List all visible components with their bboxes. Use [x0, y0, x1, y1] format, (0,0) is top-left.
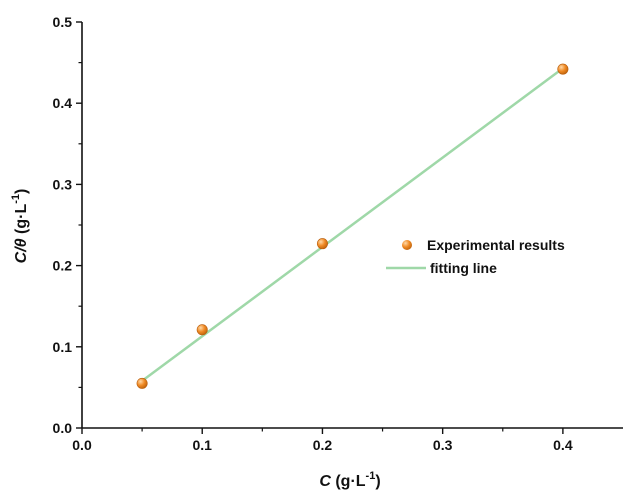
x-tick-label: 0.3: [433, 437, 453, 453]
fitting-line: [141, 67, 564, 382]
y-tick-label: 0.0: [53, 420, 73, 436]
x-axis-ticks: [81, 428, 564, 434]
legend: Experimental results fitting line: [386, 237, 565, 276]
experimental-points-layer: [136, 63, 569, 389]
y-axis-tick-labels: 0.0 0.1 0.2 0.3 0.4 0.5: [53, 14, 73, 436]
data-point: [316, 238, 328, 250]
data-point: [557, 63, 569, 75]
y-tick-label: 0.5: [53, 14, 73, 30]
x-axis-title: C (g·L-1): [319, 470, 380, 490]
y-tick-label: 0.3: [53, 176, 73, 192]
x-axis-title-unit: (g·L: [331, 473, 366, 490]
x-axis-title-symbol: C: [319, 473, 331, 490]
data-point: [136, 377, 148, 389]
y-axis-title-symbol: C/θ: [13, 238, 30, 263]
y-axis-title: C/θ (g·L-1): [10, 189, 30, 264]
x-axis-title-close: ): [375, 473, 380, 490]
y-tick-label: 0.2: [53, 258, 73, 274]
y-axis-title-close: ): [13, 189, 30, 194]
fitting-line-layer: [141, 67, 564, 382]
legend-marker-experimental: [402, 240, 412, 250]
x-tick-label: 0.4: [553, 437, 573, 453]
x-axis-title-superscript: -1: [366, 470, 376, 482]
x-axis-tick-labels: 0.0 0.1 0.2 0.3 0.4: [72, 437, 573, 453]
legend-label-experimental: Experimental results: [427, 237, 565, 253]
x-tick-label: 0.1: [192, 437, 212, 453]
x-tick-label: 0.2: [313, 437, 333, 453]
data-point: [196, 324, 208, 336]
y-axis-title-superscript: -1: [10, 194, 22, 204]
legend-label-fitting-line: fitting line: [430, 260, 497, 276]
y-tick-label: 0.4: [53, 95, 73, 111]
x-tick-label: 0.0: [72, 437, 92, 453]
y-axis-title-unit: (g·L: [13, 204, 30, 239]
y-tick-label: 0.1: [53, 339, 73, 355]
y-axis-ticks: [76, 21, 82, 429]
